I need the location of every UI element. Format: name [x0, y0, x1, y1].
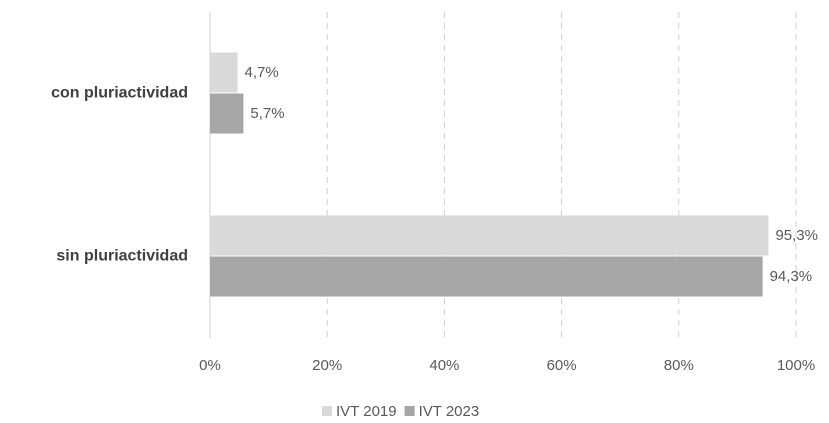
bar: [210, 215, 769, 256]
value-label: 95,3%: [775, 227, 818, 244]
bar: [210, 52, 238, 93]
x-tick-label: 0%: [199, 357, 221, 374]
value-label: 94,3%: [770, 268, 813, 285]
x-tick-label: 80%: [664, 357, 694, 374]
x-tick-label: 60%: [547, 357, 577, 374]
value-label: 4,7%: [245, 64, 279, 81]
legend-swatch: [404, 406, 415, 416]
category-label: sin pluriactividad: [56, 248, 188, 265]
bar: [210, 256, 763, 297]
bar: [210, 93, 244, 134]
value-label: 5,7%: [250, 105, 284, 122]
x-tick-label: 100%: [777, 357, 815, 374]
legend-swatch: [322, 406, 332, 416]
x-tick-label: 40%: [429, 357, 459, 374]
category-label: con pluriactividad: [51, 85, 188, 102]
legend-label: IVT 2019: [336, 403, 397, 420]
legend-label: IVT 2023: [419, 403, 480, 420]
x-tick-label: 20%: [312, 357, 342, 374]
